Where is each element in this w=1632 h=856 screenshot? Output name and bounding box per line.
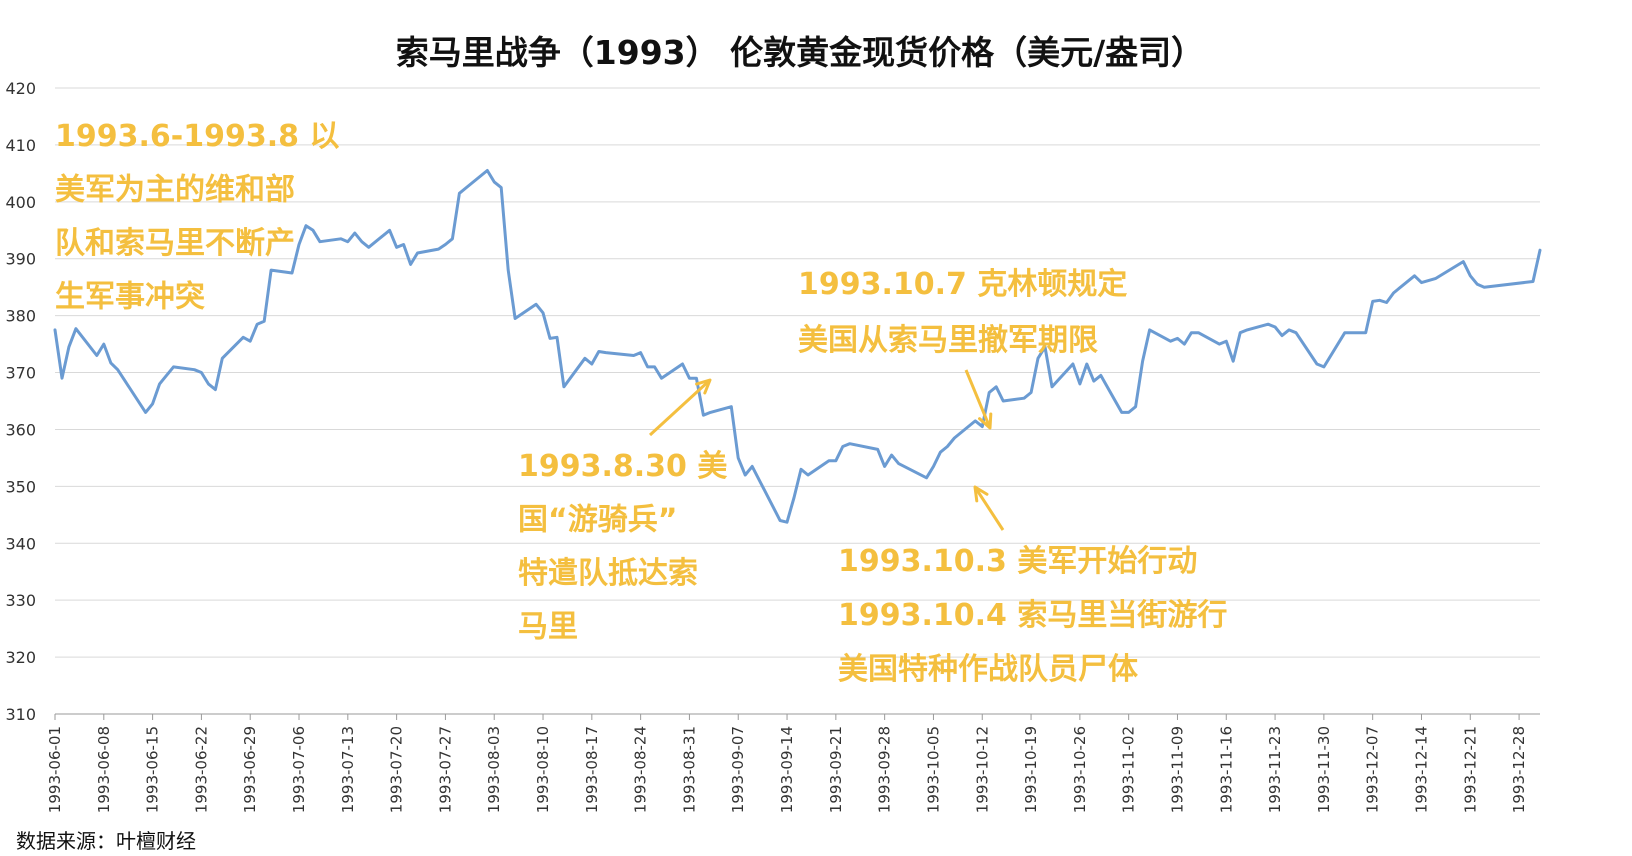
annotation-line: 队和索马里不断产 [55,226,295,261]
annotation-line: 国“游骑兵” [518,503,677,538]
y-axis: 310 320 330 340 350 360 370 380 390 400 410 420 [5,79,36,724]
y-tick-label: 370 [5,364,36,383]
x-tick-label: 1993-06-15 [144,726,162,813]
x-tick-label: 1993-08-31 [680,726,698,813]
chart-title: 索马里战争（1993） 伦敦黄金现货价格（美元/盎司） [396,33,1204,72]
annotation-line: 1993.10.3 美军开始行动 [838,544,1197,579]
x-tick-label: 1993-12-21 [1461,726,1479,813]
x-tick-label: 1993-11-09 [1168,726,1186,813]
x-tick-label: 1993-11-23 [1266,726,1284,813]
annotation-line: 美国特种作战队员尸体 [838,652,1139,687]
x-tick-label: 1993-09-28 [876,726,894,813]
y-tick-label: 400 [5,193,36,212]
x-tick-label: 1993-10-12 [973,726,991,813]
x-tick-label: 1993-10-26 [1071,726,1089,813]
x-tick-label: 1993-11-30 [1315,726,1333,813]
x-tick-label: 1993-06-29 [241,726,259,813]
annotation-2: 1993.8.30 美国“游骑兵” 特遣队抵达索马里 [518,449,727,645]
x-tick-label: 1993-07-27 [436,726,454,813]
annotation-arrow [973,486,1005,531]
annotation-line: 1993.8.30 美 [518,449,727,484]
x-tick-label: 1993-09-21 [827,726,845,813]
y-tick-label: 330 [5,591,36,610]
y-tick-label: 380 [5,307,36,326]
annotation-1: 1993.6-1993.8 以美军为主的维和部队和索马里不断产生军事冲突 [55,119,339,315]
annotation-line: 特遣队抵达索 [518,556,698,591]
x-tick-label: 1993-09-07 [729,726,747,813]
x-tick-label: 1993-07-13 [339,726,357,813]
annotation-line: 1993.10.4 索马里当街游行 [838,598,1227,633]
x-tick-label: 1993-11-02 [1120,726,1138,813]
x-tick-label: 1993-09-14 [778,726,796,813]
annotation-arrowhead [973,485,989,503]
x-tick-label: 1993-12-28 [1510,726,1528,813]
annotation-arrow [648,378,712,437]
y-tick-label: 390 [5,250,36,269]
annotation-arrowhead [695,378,712,395]
y-tick-label: 410 [5,136,36,155]
x-tick-label: 1993-11-16 [1217,726,1235,813]
annotation-line: 马里 [518,610,578,645]
annotation-3: 1993.10.7 克林顿规定美国从索马里撤军期限 [798,267,1127,358]
x-tick-label: 1993-12-14 [1412,726,1430,813]
series-layer [53,169,1542,524]
x-tick-label: 1993-08-10 [534,726,552,813]
x-tick-label: 1993-06-08 [95,726,113,813]
annotation-4: 1993.10.3 美军开始行动 1993.10.4 索马里当街游行美国特种作战队… [838,544,1227,687]
data-source-note: 数据来源：叶檀财经 [16,829,196,853]
annotation-arrow [964,369,992,429]
y-tick-label: 340 [5,534,36,553]
y-tick-label: 310 [5,705,36,724]
annotation-line: 1993.10.7 克林顿规定 [798,267,1127,302]
series-line-0 [53,169,1542,524]
x-tick-label: 1993-07-06 [290,726,308,813]
x-tick-label: 1993-10-05 [924,726,942,813]
annotation-line: 生军事冲突 [55,280,205,315]
annotation-arrowhead [978,412,993,430]
x-axis: 1993-06-01 1993-06-08 1993-06-15 1993-06-22… [46,714,1528,813]
x-tick-label: 1993-08-17 [583,726,601,813]
x-tick-label: 1993-06-22 [192,726,210,813]
annotation-line: 1993.6-1993.8 以 [55,119,339,154]
annotation-line: 美国从索马里撤军期限 [798,323,1098,358]
x-tick-label: 1993-12-07 [1364,726,1382,813]
annotation-line: 美军为主的维和部 [55,173,295,208]
y-tick-label: 420 [5,79,36,98]
x-tick-label: 1993-08-24 [632,726,650,813]
x-tick-label: 1993-08-03 [485,726,503,813]
y-tick-label: 360 [5,420,36,439]
x-tick-label: 1993-07-20 [388,726,406,813]
annotations: 1993.6-1993.8 以美军为主的维和部队和索马里不断产生军事冲突1993… [55,119,1227,687]
y-tick-label: 350 [5,477,36,496]
y-tick-label: 320 [5,648,36,667]
x-tick-label: 1993-06-01 [46,726,64,813]
x-tick-label: 1993-10-19 [1022,726,1040,813]
